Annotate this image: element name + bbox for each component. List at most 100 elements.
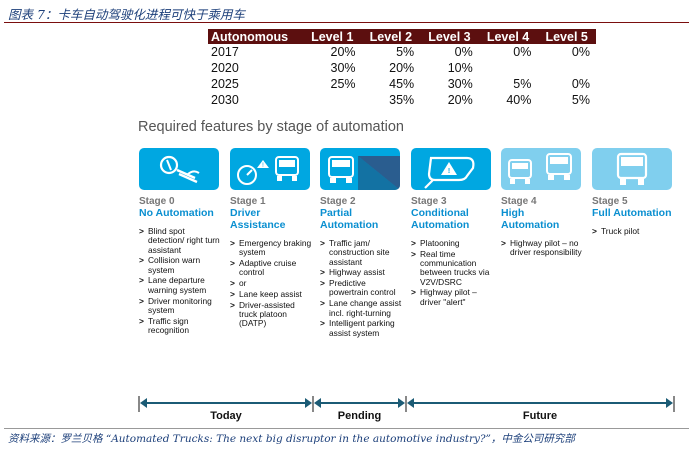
feature-list: Traffic jam/ construction site assistant… <box>320 238 402 338</box>
table-row: 2017 20% 5% 0% 0% 0% <box>208 44 596 60</box>
pending-label: Pending <box>337 410 382 422</box>
stage-label: Stage 3 <box>411 196 447 207</box>
feature-item: Driver monitoring system <box>139 296 221 316</box>
source-note: 资料来源：罗兰贝格 “Automated Trucks: The next bi… <box>8 433 575 445</box>
year-cell: 2025 <box>211 77 239 91</box>
year-cell: 2017 <box>211 45 239 59</box>
feature-item: Highway assist <box>320 268 402 278</box>
share-cell: 35% <box>389 93 415 107</box>
table-row: 2025 25% 45% 30% 5% 0% <box>208 76 596 92</box>
feature-item: Traffic sign recognition <box>139 316 221 336</box>
share-cell: 40% <box>506 93 532 107</box>
stage-label: Stage 0 <box>139 196 175 207</box>
stage-name: Partial Automation <box>320 207 379 231</box>
stage-2-column: Stage 2 Partial Automation Traffic jam/ … <box>320 148 402 339</box>
share-cell: 0% <box>513 45 532 59</box>
feature-item: Highway pilot – no driver responsibility <box>501 238 583 258</box>
header-cell-level-5: Level 5 <box>537 29 596 44</box>
steering-wheel-icon <box>139 148 219 190</box>
table-body: 2017 20% 5% 0% 0% 0% 2020 30% 20% 10% 2025 25% 45% 30… <box>208 44 596 108</box>
feature-item: Lane keep assist <box>230 289 312 299</box>
future-arrow <box>407 398 673 408</box>
feature-list: Highway pilot – no driver responsibility <box>501 238 583 258</box>
svg-text:!: ! <box>262 163 264 169</box>
feature-item: Highway pilot – driver "alert" <box>411 288 493 307</box>
feature-item: Lane departure warning system <box>139 276 221 295</box>
feature-list: Blind spot detection/ right turn assista… <box>139 226 221 336</box>
stage-label: Stage 5 <box>592 196 628 207</box>
svg-text:!: ! <box>448 168 450 175</box>
share-cell: 0% <box>571 77 590 91</box>
share-cell: 0% <box>454 45 473 59</box>
feature-item: Intelligent parking assist system <box>320 319 402 338</box>
stage-name: Full Automation <box>592 207 672 219</box>
timeline-tick <box>138 396 140 412</box>
stage-5-column: Stage 5 Full Automation Truck pilot <box>592 148 674 238</box>
header-cell-level-4: Level 4 <box>478 29 538 44</box>
feature-list: Emergency braking systemAdaptive cruise … <box>230 238 312 329</box>
timeline-tick <box>405 396 407 412</box>
share-cell: 10% <box>447 61 473 75</box>
table-row: 2030 35% 20% 40% 5% <box>208 92 596 108</box>
today-label: Today <box>210 410 242 422</box>
speedometer-truck-icon: ! <box>230 148 310 190</box>
feature-item: Blind spot detection/ right turn assista… <box>139 226 221 255</box>
year-cell: 2020 <box>211 61 239 75</box>
feature-item: Lane change assist incl. right-turning <box>320 299 402 318</box>
header-cell-level-1: Level 1 <box>302 29 362 44</box>
table-row: 2020 30% 20% 10% <box>208 60 596 76</box>
feature-list: PlatooningReal time communication betwee… <box>411 238 493 307</box>
share-cell: 45% <box>389 77 415 91</box>
stage-name: Driver Assistance <box>230 207 286 231</box>
stage-1-column: ! Stage 1 Driver Assistance Emergency br… <box>230 148 312 330</box>
share-cell: 30% <box>330 61 356 75</box>
stage-3-column: ! Stage 3 Conditional Automation Platoon… <box>411 148 493 309</box>
truck-front-icon <box>592 148 672 190</box>
stage-label: Stage 2 <box>320 196 356 207</box>
figure-title: 图表 7：卡车自动驾驶化进程可快于乘用车 <box>8 7 245 22</box>
adoption-table: Autonomous Level 1 Level 2 Level 3 Level 4 Le… <box>208 29 596 108</box>
stage-name: Conditional Automation <box>411 207 470 231</box>
timeline-tick <box>673 396 675 412</box>
stage-name: High Automation <box>501 207 560 231</box>
share-cell: 5% <box>513 77 532 91</box>
stage-label: Stage 1 <box>230 196 266 207</box>
year-cell: 2030 <box>211 93 239 107</box>
features-heading: Required features by stage of automation <box>138 119 404 135</box>
feature-item: or <box>230 278 312 288</box>
feature-item: Collision warn system <box>139 256 221 275</box>
stage-4-column: Stage 4 High Automation Highway pilot – … <box>501 148 583 259</box>
feature-item: Real time communication between trucks v… <box>411 249 493 287</box>
source-divider <box>4 428 689 429</box>
feature-item: Adaptive cruise control <box>230 259 312 278</box>
feature-item: Platooning <box>411 238 493 248</box>
today-arrow <box>140 398 312 408</box>
feature-item: Driver-assisted truck platoon (DATP) <box>230 300 312 329</box>
share-cell: 5% <box>396 45 415 59</box>
table-header-row: Autonomous Level 1 Level 2 Level 3 Level 4 Le… <box>208 29 596 44</box>
trucks-platoon-icon <box>501 148 581 190</box>
share-cell: 25% <box>330 77 356 91</box>
share-cell: 20% <box>389 61 415 75</box>
feature-item: Emergency braking system <box>230 238 312 258</box>
share-cell: 0% <box>571 45 590 59</box>
stage-0-column: Stage 0 No Automation Blind spot detecti… <box>139 148 221 337</box>
share-cell <box>303 92 362 108</box>
feature-item: Traffic jam/ construction site assistant <box>320 238 402 267</box>
share-cell: 20% <box>447 93 473 107</box>
share-cell <box>479 60 538 76</box>
share-cell <box>537 60 596 76</box>
feature-list: Truck pilot <box>592 226 674 236</box>
title-divider <box>4 22 689 23</box>
future-label: Future <box>522 410 558 422</box>
pending-arrow <box>314 398 405 408</box>
share-cell: 20% <box>330 45 356 59</box>
share-cell: 5% <box>571 93 590 107</box>
share-cell: 30% <box>447 77 473 91</box>
stage-label: Stage 4 <box>501 196 537 207</box>
truck-road-icon <box>320 148 400 190</box>
header-cell-level-3: Level 3 <box>420 29 479 44</box>
feature-item: Truck pilot <box>592 226 674 236</box>
warning-mirror-icon: ! <box>411 148 491 190</box>
header-cell-level-2: Level 2 <box>361 29 421 44</box>
